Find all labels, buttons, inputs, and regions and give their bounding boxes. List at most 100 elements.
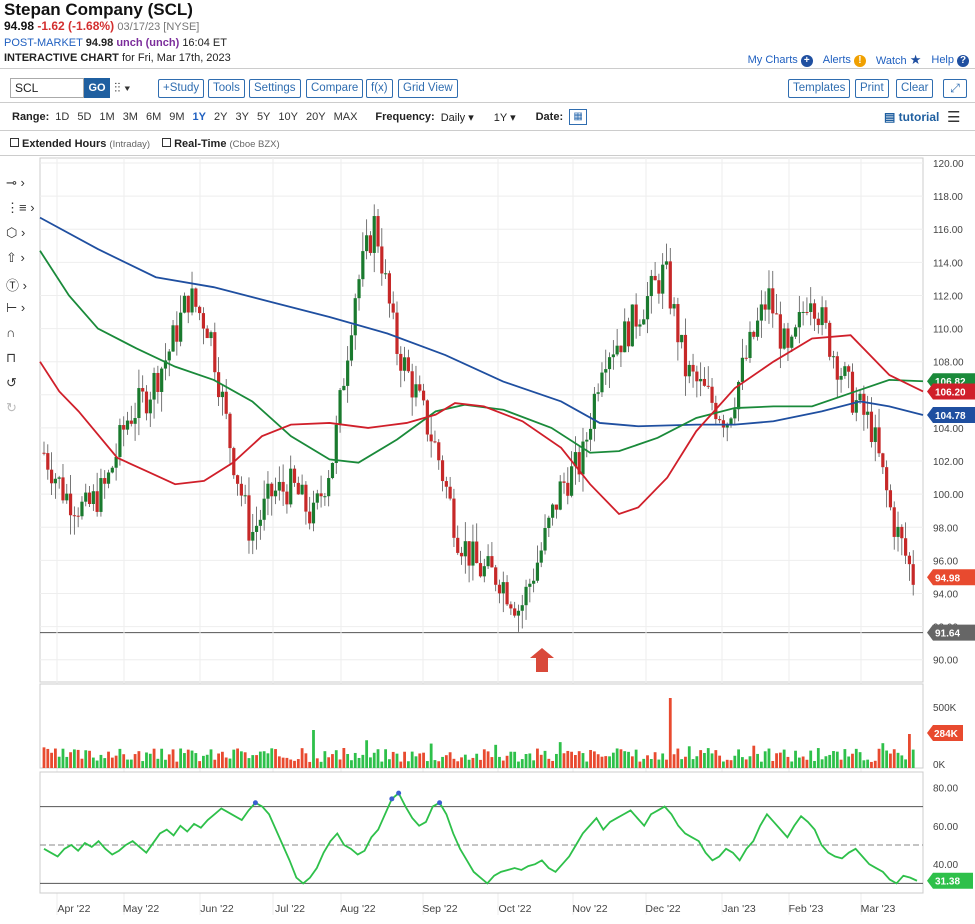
volume-bar — [725, 759, 729, 768]
volume-bar — [573, 755, 577, 768]
tutorial-link[interactable]: ▤ tutorial — [884, 110, 939, 124]
candle — [266, 483, 270, 499]
range-1d[interactable]: 1D — [55, 111, 70, 123]
frequency-select[interactable]: Daily ▾ — [441, 111, 474, 124]
period-select[interactable]: 1Y ▾ — [494, 111, 516, 124]
redo-icon: ↻ — [6, 400, 17, 415]
candle — [835, 356, 839, 380]
fx-button[interactable]: f(x) — [366, 79, 393, 98]
watch-link[interactable]: Watch ★ — [876, 52, 921, 68]
volume-bar — [589, 749, 592, 768]
grid-view-button[interactable]: Grid View — [398, 79, 458, 98]
divider — [0, 68, 975, 69]
magnet-icon[interactable]: ∩ — [6, 325, 16, 340]
interactive-chart-line: INTERACTIVE CHART for Fri, Mar 17th, 202… — [4, 52, 231, 64]
range-3m[interactable]: 3M — [122, 111, 138, 123]
volume-bar — [691, 759, 695, 768]
candle — [68, 493, 73, 516]
my-charts-link[interactable]: My Charts + — [748, 54, 813, 67]
candle — [623, 321, 627, 353]
compare-button[interactable]: Compare — [306, 79, 364, 98]
range-9m[interactable]: 9M — [169, 111, 185, 123]
range-row: Range: 1D 5D 1M 3M 6M 9M 1Y 2Y 3Y 5Y 10Y… — [12, 109, 588, 125]
real-time-note: (Cboe BZX) — [229, 139, 280, 150]
candle — [292, 468, 297, 483]
go-button[interactable]: GO — [84, 78, 110, 98]
volume-bar — [832, 751, 835, 768]
clear-button[interactable]: Clear — [896, 79, 934, 98]
range-1m[interactable]: 1M — [99, 111, 115, 123]
help-link[interactable]: Help? — [931, 54, 969, 67]
candle — [888, 490, 893, 508]
volume-bar — [475, 753, 479, 768]
tools-button[interactable]: Tools — [208, 79, 245, 98]
candle — [748, 331, 752, 358]
print-button[interactable]: Print — [855, 79, 889, 98]
menu-icon[interactable]: ☰ — [947, 109, 961, 126]
volume-bar — [828, 754, 832, 768]
candle — [740, 357, 744, 382]
range-5d[interactable]: 5D — [77, 111, 92, 123]
volume-bar — [790, 761, 794, 768]
volume-bar — [566, 750, 570, 768]
volume-bar — [513, 751, 517, 768]
crosshair-tool-icon[interactable]: ⊸ › — [6, 175, 25, 190]
volume-bar — [61, 748, 65, 768]
text-tool-icon[interactable]: Ⓣ › — [6, 278, 27, 293]
arrow-tool-icon[interactable]: ⇧ › — [6, 250, 25, 265]
candle — [228, 413, 232, 449]
settings-button[interactable]: Settings — [249, 79, 301, 98]
templates-button[interactable]: Templates — [788, 79, 851, 98]
shape-tool-icon[interactable]: ⬡ › — [6, 225, 26, 240]
price-tick-label: 112.00 — [933, 291, 963, 302]
volume-bar — [137, 751, 141, 768]
extended-hours-toggle[interactable]: Extended Hours (Intraday) — [10, 138, 150, 150]
range-6m[interactable]: 6M — [145, 111, 162, 123]
range-1y[interactable]: 1Y — [192, 111, 206, 123]
star-icon: ★ — [909, 52, 922, 67]
candle — [858, 393, 862, 401]
candle — [76, 515, 80, 517]
range-10y[interactable]: 10Y — [278, 111, 298, 123]
candle — [220, 391, 224, 398]
candle — [509, 604, 513, 609]
candle — [137, 388, 141, 419]
candle — [91, 491, 95, 505]
chart-type-icon[interactable]: ⫶⫶ ▾ — [114, 80, 131, 95]
price-chart[interactable]: 120.00 118.00 116.00 114.00 112.00 110.00 108.… — [0, 155, 975, 924]
range-20y[interactable]: 20Y — [305, 111, 326, 123]
range-max[interactable]: MAX — [333, 111, 358, 123]
extended-hours-label: Extended Hours — [22, 138, 107, 150]
volume-bar — [342, 748, 346, 768]
volume-bar — [555, 753, 558, 768]
calendar-icon[interactable]: ▦ — [569, 109, 588, 125]
rsi-line — [43, 791, 918, 885]
alerts-link[interactable]: Alerts! — [823, 54, 866, 67]
candle — [349, 335, 354, 361]
date-label: Date: — [535, 111, 564, 123]
candle — [414, 384, 418, 398]
range-2y[interactable]: 2Y — [214, 111, 228, 123]
line-tool-icon[interactable]: ⋮≡ › — [6, 200, 35, 215]
candle — [406, 357, 410, 372]
range-3y[interactable]: 3Y — [235, 111, 249, 123]
candle — [300, 484, 304, 495]
volume-bar — [399, 761, 403, 768]
study-button[interactable]: +Study — [158, 79, 205, 98]
candle — [543, 528, 547, 551]
volume-bar — [820, 759, 824, 768]
candle — [759, 304, 763, 321]
candle — [387, 273, 392, 304]
symbol-input[interactable]: SCL — [10, 78, 84, 98]
real-time-toggle[interactable]: Real-Time (Cboe BZX) — [162, 138, 280, 150]
expand-icon[interactable]: ⤢ — [943, 79, 967, 98]
candle — [106, 472, 111, 484]
rsi-overbought-mark — [437, 800, 443, 806]
volume-bar — [824, 756, 828, 768]
volume-bar — [205, 754, 209, 768]
range-5y[interactable]: 5Y — [256, 111, 271, 123]
lock-icon[interactable]: ⊓ — [6, 350, 17, 365]
candle — [900, 526, 904, 539]
measure-tool-icon[interactable]: ⊢ › — [6, 300, 26, 315]
undo-icon[interactable]: ↺ — [6, 375, 17, 390]
